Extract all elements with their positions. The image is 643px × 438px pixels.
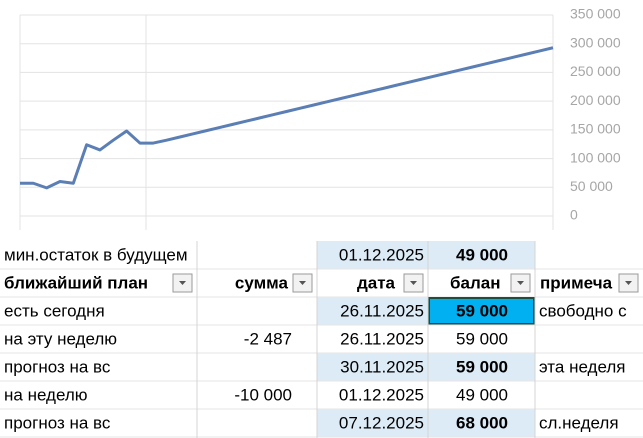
cell-text: 68 000 <box>456 413 508 432</box>
cell-text: мин.остаток в будущем <box>4 245 188 264</box>
cell-text: 26.11.2025 <box>340 301 424 320</box>
cell-fill <box>428 297 535 325</box>
cell-fill <box>428 241 535 269</box>
cell-fill <box>317 297 428 325</box>
cell-fill <box>317 241 428 269</box>
filter-arrow <box>410 281 417 285</box>
selected-cell[interactable] <box>428 297 535 325</box>
cell-text: 07.12.2025 <box>339 413 424 432</box>
cell-text: 01.12.2025 <box>339 385 424 404</box>
cell-text: эта неделя <box>539 357 625 376</box>
cell-text: прогноз на вс <box>4 413 111 432</box>
filter-arrow <box>625 281 632 285</box>
y-tick-label: 350 000 <box>570 6 621 22</box>
column-header: дата <box>357 273 396 292</box>
cell-text: 49 000 <box>456 385 508 404</box>
cell-text: 26.11.2025 <box>340 329 424 348</box>
cell-text: сл.неделя <box>539 413 619 432</box>
column-header: балан <box>450 273 500 292</box>
column-header: примеча <box>540 273 613 292</box>
cell-fill <box>317 409 428 437</box>
cell-text: свободно с <box>539 301 627 320</box>
cell-fill <box>428 353 535 381</box>
y-tick-label: 300 000 <box>570 34 621 50</box>
cell-text: -10 000 <box>234 385 292 404</box>
cell-fill <box>428 409 535 437</box>
cell-text: прогноз на вс <box>4 357 111 376</box>
cell-text: 49 000 <box>456 245 508 264</box>
cell-text: 59 000 <box>456 357 508 376</box>
cell-text: есть сегодня <box>4 301 105 320</box>
cell-text: 59 000 <box>456 301 508 320</box>
cell-text: 30.11.2025 <box>340 357 424 376</box>
cell-text: -2 487 <box>244 329 292 348</box>
y-tick-label: 200 000 <box>570 92 621 108</box>
cell-text: на эту неделю <box>4 329 117 348</box>
y-tick-label: 50 000 <box>570 178 613 194</box>
y-tick-label: 150 000 <box>570 121 621 137</box>
cell-text: 01.12.2025 <box>339 245 424 264</box>
cell-text: на неделю <box>4 385 88 404</box>
y-tick-label: 100 000 <box>570 149 621 165</box>
y-tick-label: 250 000 <box>570 63 621 79</box>
column-header: сумма <box>235 273 289 292</box>
y-tick-label: 0 <box>570 207 578 223</box>
filter-arrow <box>299 281 306 285</box>
filter-arrow <box>517 281 524 285</box>
line <box>20 46 554 190</box>
cell-text: 59 000 <box>456 329 508 348</box>
filter-arrow <box>179 281 186 285</box>
cell-fill <box>317 353 428 381</box>
column-header: ближайший план <box>4 273 148 292</box>
